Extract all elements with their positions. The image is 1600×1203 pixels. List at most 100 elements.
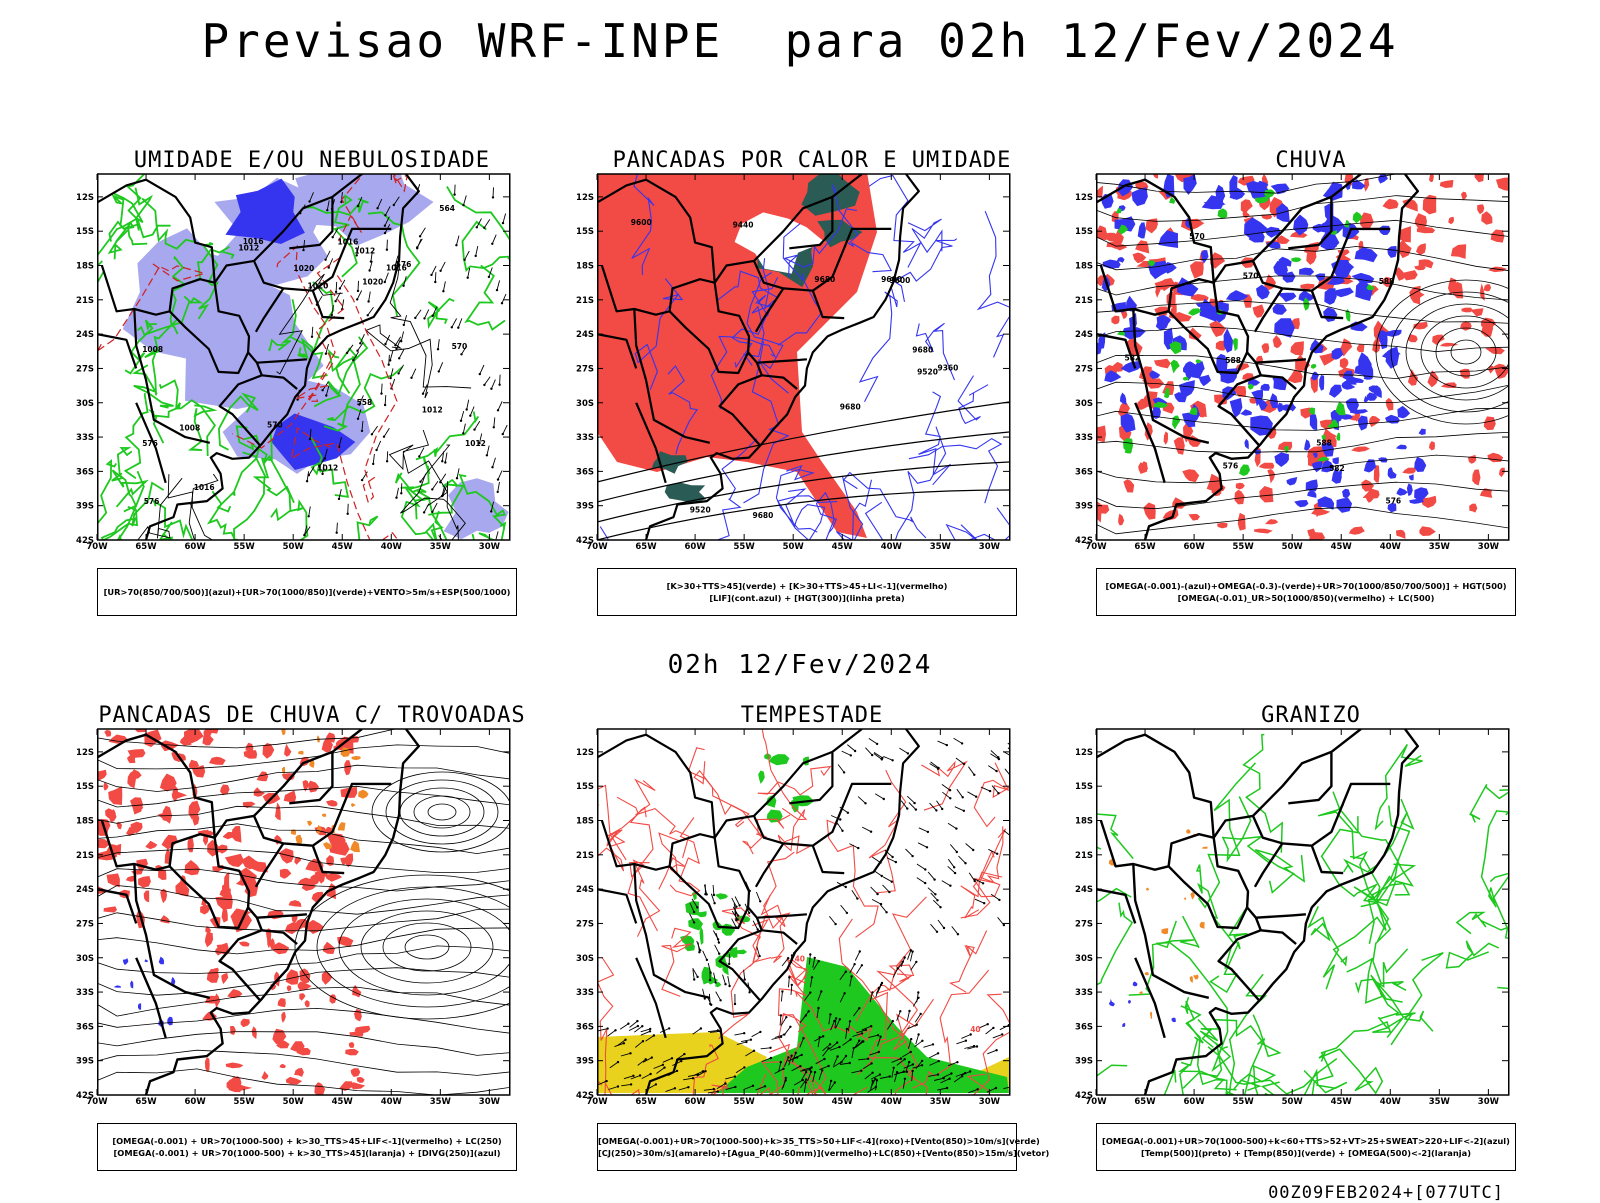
contour-line — [951, 931, 987, 993]
rain-area-blue — [1387, 246, 1397, 258]
lon-label: 65W — [635, 542, 657, 552]
contour-line — [636, 780, 689, 858]
map-tempestade: 404012S15S18S21S24S27S30S33S36S39S42S70W… — [597, 727, 1021, 1103]
wind-arrow — [336, 282, 337, 292]
wind-arrow-head — [372, 463, 374, 465]
hail-shading — [1109, 981, 1176, 1027]
wind-arrow-head — [805, 1078, 807, 1080]
lat-label: 21S — [1075, 296, 1093, 306]
contour-label: 1012 — [354, 247, 375, 256]
wind-arrow-head — [917, 991, 919, 993]
wind-arrow-head — [881, 875, 883, 877]
lon-label: 35W — [1429, 1097, 1451, 1107]
contour-line — [366, 325, 432, 398]
thunder-area — [108, 786, 122, 805]
rain-area — [1402, 468, 1416, 474]
wind-arrow-head — [911, 1070, 913, 1072]
wind-arrow — [838, 765, 844, 773]
lon-label: 35W — [1429, 542, 1451, 552]
thunder-area — [127, 770, 136, 788]
wind-arrow-head — [606, 1027, 608, 1029]
thunder-area — [281, 1012, 286, 1023]
wind-arrow-head — [497, 409, 499, 411]
lat-label: 24S — [576, 885, 594, 895]
wind-area — [721, 924, 735, 936]
wind-arrow-head — [856, 897, 858, 899]
rain-area-blue — [1158, 230, 1178, 248]
wind-arrow-head — [870, 1062, 872, 1064]
wind-arrow-head — [455, 244, 457, 246]
wind-arrow-head — [309, 438, 311, 440]
contour-line — [694, 761, 766, 837]
wind-arrow-head — [961, 742, 963, 744]
wind-arrow-head — [321, 389, 323, 391]
wind-arrow-head — [655, 1083, 657, 1085]
lat-label: 12S — [1075, 193, 1093, 203]
contour-label: 576 — [144, 497, 160, 506]
wind-arrow-head — [743, 1032, 745, 1034]
wind-arrow-head — [926, 846, 928, 848]
wind-arrow-head — [439, 270, 441, 272]
wind-arrow-head — [397, 372, 399, 374]
thunder-area — [285, 922, 303, 934]
wind-arrow — [987, 1050, 996, 1054]
rain-area — [1304, 242, 1319, 255]
omega-area — [1202, 847, 1208, 849]
contour-line — [1482, 804, 1519, 907]
wind-arrow — [372, 426, 378, 434]
rain-area — [1440, 180, 1454, 188]
wind-arrow-head — [308, 200, 310, 202]
contour-label: 576 — [142, 439, 158, 448]
wind-arrow-head — [687, 1086, 689, 1088]
wind-arrow-head — [389, 377, 391, 379]
contour-label: 570 — [1243, 271, 1259, 280]
lon-label: 50W — [783, 542, 805, 552]
omega-area — [1193, 975, 1199, 980]
wind-arrow-head — [821, 1069, 823, 1071]
wind-arrow-head — [336, 532, 338, 534]
wind-arrow — [329, 258, 333, 267]
rain-area-green — [1218, 208, 1228, 219]
wind-arrow-head — [431, 488, 433, 490]
contour-label: 588 — [1316, 439, 1332, 448]
wind-arrow — [391, 368, 393, 378]
wind-arrow — [502, 294, 506, 303]
wind-arrow-head — [976, 1045, 978, 1047]
wind-arrow-head — [384, 404, 386, 406]
wind-arrow-head — [393, 204, 395, 206]
rain-area-blue — [1274, 452, 1289, 467]
wind-arrow-head — [653, 1034, 655, 1036]
wind-arrow — [956, 1041, 966, 1044]
wind-arrow-head — [843, 771, 845, 773]
wind-arrow-head — [709, 972, 711, 974]
wind-arrow-head — [963, 810, 965, 812]
wind-arrow-head — [870, 1025, 872, 1027]
circulation-contour — [317, 887, 537, 1007]
wind-arrow — [425, 309, 429, 318]
wind-arrow-head — [734, 1075, 736, 1077]
wind-arrow — [862, 827, 871, 832]
wind-arrow — [715, 945, 720, 954]
lat-label: 12S — [1075, 748, 1093, 758]
contour-line — [974, 763, 1012, 827]
hail-area — [1122, 1023, 1125, 1027]
contour-label: 588 — [1225, 356, 1241, 365]
wind-arrow-head — [932, 1043, 934, 1045]
rain-area — [1265, 519, 1278, 524]
wind-arrow-head — [398, 357, 400, 359]
lon-label: 50W — [283, 542, 305, 552]
rain-area-blue — [1419, 429, 1426, 436]
contour-line — [958, 376, 988, 424]
wind-arrow-head — [927, 831, 929, 833]
wind-arrow — [339, 489, 341, 499]
lon-label: 55W — [233, 542, 255, 552]
wind-arrow — [918, 843, 927, 848]
wind-arrow-head — [419, 481, 421, 483]
wind-arrow-head — [934, 893, 936, 895]
wind-arrow-head — [1010, 836, 1012, 838]
rain-area-blue — [1294, 500, 1308, 507]
lat-label: 27S — [1075, 364, 1093, 374]
lat-label: 24S — [76, 330, 94, 340]
contour-label: 564 — [439, 204, 455, 213]
circulation-contour — [1451, 340, 1481, 364]
